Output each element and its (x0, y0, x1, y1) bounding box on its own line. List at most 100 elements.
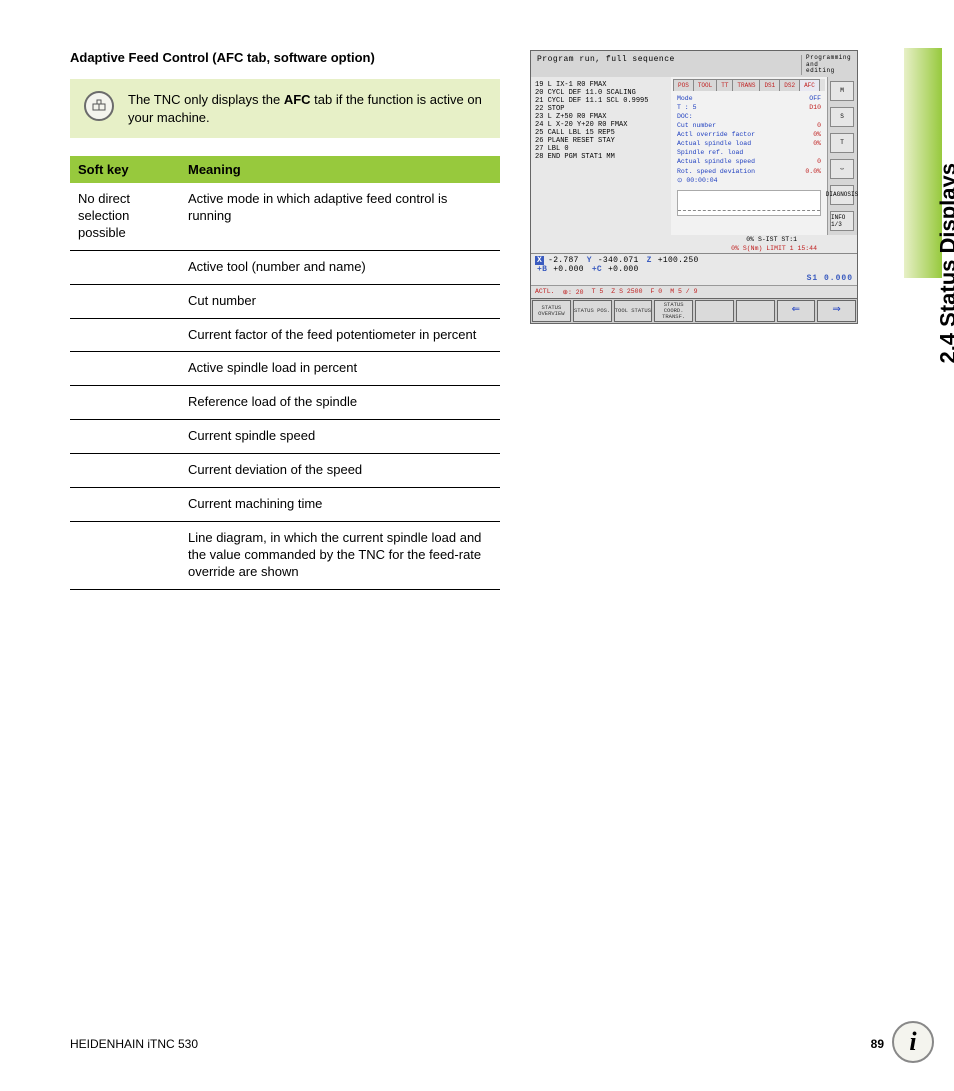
table-row: Reference load of the spindle (70, 386, 500, 420)
actl-field: T 5 (592, 288, 604, 296)
tnc-screenshot: Program run, full sequence Programming a… (530, 50, 858, 324)
sc-softkey-row: STATUS OVERVIEWSTATUS POS.TOOL STATUSSTA… (531, 298, 857, 323)
table-row: Current spindle speed (70, 420, 500, 454)
sc-status-2: 0% S(Nm) LIMIT 1 15:44 (531, 244, 857, 253)
program-line: 25 CALL LBL 15 REP5 (535, 129, 667, 137)
sc-afc-info: ModeOFFT : 5D10DOC:Cut number0Actl overr… (673, 91, 825, 188)
sc-right-icon[interactable]: S (830, 107, 854, 127)
note-icon (84, 91, 114, 121)
sc-softkey[interactable]: STATUS POS. (573, 300, 612, 322)
afc-field: Actual spindle load0% (677, 139, 821, 148)
afc-field: Actl override factor0% (677, 130, 821, 139)
sc-tab[interactable]: AFC (799, 79, 820, 91)
cell-softkey (70, 386, 180, 420)
sc-right-icon[interactable]: ⇔ (830, 159, 854, 179)
cell-softkey (70, 521, 180, 589)
program-line: 19 L IX-1 R0 FMAX (535, 81, 667, 89)
program-line: 21 CYCL DEF 11.1 SCL 0.9995 (535, 97, 667, 105)
cell-softkey (70, 318, 180, 352)
coord: Z+100.250 (645, 256, 699, 265)
sc-softkey[interactable]: ⇒ (817, 300, 856, 322)
left-column: Adaptive Feed Control (AFC tab, software… (70, 50, 500, 590)
cell-softkey (70, 284, 180, 318)
note-bold: AFC (284, 92, 311, 107)
sc-softkey[interactable]: TOOL STATUS (614, 300, 653, 322)
actl-field: M 5 / 9 (670, 288, 697, 296)
sc-right-icon[interactable]: INFO 1/3 (830, 211, 854, 231)
sc-actl-row: ACTL. ⊕: 20 T 5 Z S 2500 F 0 M 5 / 9 (531, 285, 857, 298)
sc-header: Program run, full sequence Programming a… (531, 51, 857, 77)
footer-page-number: 89 (871, 1037, 884, 1051)
sc-right-icon-bar: MST ⇔ DIAGNOSIS INFO 1/3 (827, 77, 857, 235)
th-softkey: Soft key (70, 156, 180, 183)
cell-softkey (70, 250, 180, 284)
sc-softkey[interactable] (695, 300, 734, 322)
side-tab-label: 2.4 Status Displays (936, 163, 954, 364)
afc-field: ⊙ 00:00:04 (677, 176, 821, 185)
program-line: 20 CYCL DEF 11.0 SCALING (535, 89, 667, 97)
afc-field: T : 5D10 (677, 103, 821, 112)
sc-tab[interactable]: DS2 (779, 79, 800, 91)
sc-title: Program run, full sequence (537, 55, 801, 75)
note-pre: The TNC only displays the (128, 92, 284, 107)
cell-meaning: Active spindle load in percent (180, 352, 500, 386)
afc-field: ModeOFF (677, 94, 821, 103)
afc-field: Rot. speed deviation0.0% (677, 167, 821, 176)
coord: +C+0.000 (590, 265, 639, 274)
sc-softkey[interactable] (736, 300, 775, 322)
cell-meaning: Current deviation of the speed (180, 454, 500, 488)
cell-softkey (70, 454, 180, 488)
program-line: 28 END PGM STAT1 MM (535, 153, 667, 161)
sc-tab[interactable]: DS1 (759, 79, 780, 91)
sc-right-icon[interactable]: M (830, 81, 854, 101)
program-line: 24 L X-20 Y+20 R0 FMAX (535, 121, 667, 129)
program-line: 22 STOP (535, 105, 667, 113)
afc-field: Spindle ref. load (677, 148, 821, 157)
cell-meaning: Line diagram, in which the current spind… (180, 521, 500, 589)
sc-program-listing: 19 L IX-1 R0 FMAX20 CYCL DEF 11.0 SCALIN… (531, 77, 671, 235)
sc-tab[interactable]: TOOL (693, 79, 717, 91)
note-text: The TNC only displays the AFC tab if the… (128, 91, 486, 126)
table-row: Current machining time (70, 488, 500, 522)
cell-meaning: Current factor of the feed potentiometer… (180, 318, 500, 352)
cell-softkey (70, 488, 180, 522)
table-row: Current deviation of the speed (70, 454, 500, 488)
sc-body: 19 L IX-1 R0 FMAX20 CYCL DEF 11.0 SCALIN… (531, 77, 857, 235)
sc-tab[interactable]: TT (716, 79, 733, 91)
sc-right-icon[interactable]: T (830, 133, 854, 153)
actl-field: F 0 (651, 288, 663, 296)
footer-left: HEIDENHAIN iTNC 530 (70, 1037, 198, 1051)
sc-softkey[interactable]: STATUS OVERVIEW (532, 300, 571, 322)
cell-meaning: Reference load of the spindle (180, 386, 500, 420)
actl-field: ACTL. (535, 288, 555, 296)
actl-field: Z S 2500 (611, 288, 642, 296)
table-row: Line diagram, in which the current spind… (70, 521, 500, 589)
sc-status-1: 0% S-IST ST:1 (531, 235, 857, 244)
sc-tabs: POSTOOLTTTRANSDS1DS2AFC (673, 79, 825, 91)
sc-mode-right: Programming and editing (801, 55, 851, 75)
actl-field: ⊕: 20 (563, 288, 584, 296)
page-footer: HEIDENHAIN iTNC 530 89 (70, 1037, 884, 1051)
table-row: Current factor of the feed potentiometer… (70, 318, 500, 352)
table-row: Active tool (number and name) (70, 250, 500, 284)
sc-tab[interactable]: TRANS (732, 79, 760, 91)
page: 2.4 Status Displays Adaptive Feed Contro… (0, 0, 954, 1091)
softkey-table: Soft key Meaning No direct selection pos… (70, 156, 500, 589)
coord: Y-340.071 (585, 256, 639, 265)
cell-meaning: Current spindle speed (180, 420, 500, 454)
sc-softkey[interactable]: STATUS COORD. TRANSF. (654, 300, 693, 322)
coord: X-2.787 (535, 256, 579, 265)
cell-softkey (70, 352, 180, 386)
coord: +B+0.000 (535, 265, 584, 274)
sc-tab[interactable]: POS (673, 79, 694, 91)
cell-softkey (70, 420, 180, 454)
sc-line-diagram (677, 190, 821, 216)
sc-coords: X-2.787 Y-340.071 Z+100.250 +B+0.000 +C+0.0… (531, 253, 857, 285)
afc-field: Cut number0 (677, 121, 821, 130)
right-column: Program run, full sequence Programming a… (530, 50, 860, 324)
sc-softkey[interactable]: ⇐ (777, 300, 816, 322)
program-line: 23 L Z+50 R0 FMAX (535, 113, 667, 121)
cell-meaning: Active tool (number and name) (180, 250, 500, 284)
sc-right-icon[interactable]: DIAGNOSIS (830, 185, 854, 205)
sc-s-line: S1 0.000 (535, 274, 853, 283)
